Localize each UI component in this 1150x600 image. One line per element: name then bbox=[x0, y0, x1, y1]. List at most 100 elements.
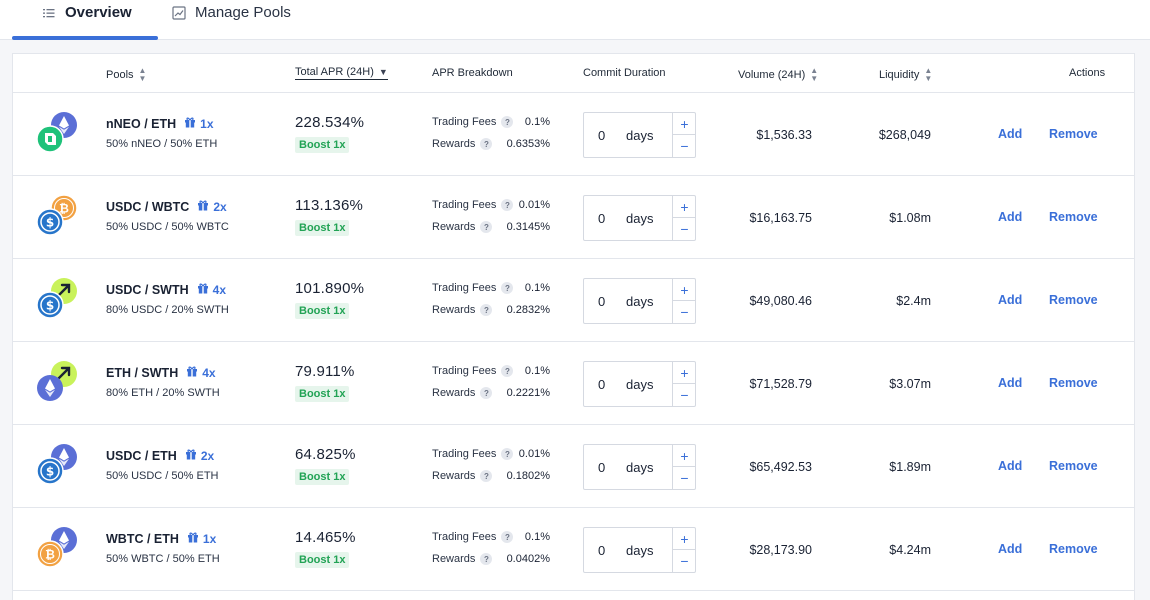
list-icon bbox=[42, 6, 56, 20]
pool-token-icons: $ bbox=[36, 278, 78, 321]
commit-days-input[interactable]: 0 bbox=[598, 377, 606, 392]
tab-overview[interactable]: Overview bbox=[42, 0, 132, 40]
pool-token-icons: ₿ bbox=[36, 527, 78, 570]
svg-text:$: $ bbox=[46, 465, 54, 479]
gift-icon bbox=[187, 531, 203, 546]
pool-weights: 50% nNEO / 50% ETH bbox=[106, 138, 218, 150]
boost-badge: Boost 1x bbox=[295, 220, 350, 236]
pool-token-icons bbox=[36, 112, 78, 155]
rewards-label: Rewards ? bbox=[432, 138, 493, 150]
commit-duration-stepper[interactable]: 0 days + − bbox=[583, 112, 696, 158]
gift-icon bbox=[184, 116, 200, 131]
increment-button[interactable]: + bbox=[672, 279, 696, 301]
remove-button[interactable]: Remove bbox=[1049, 210, 1098, 224]
help-icon[interactable]: ? bbox=[480, 470, 493, 482]
help-icon[interactable]: ? bbox=[480, 387, 493, 399]
header-liquidity[interactable]: Liquidity ▲ ▼ bbox=[879, 66, 933, 83]
header-total-apr[interactable]: Total APR (24H) ▼ bbox=[295, 66, 388, 80]
add-button[interactable]: Add bbox=[998, 376, 1023, 390]
total-apr-value: 64.825% bbox=[295, 446, 356, 463]
commit-duration-stepper[interactable]: 0 days + − bbox=[583, 361, 696, 407]
days-unit: days bbox=[626, 377, 654, 392]
liquidity-value: $4.24m bbox=[889, 543, 931, 557]
add-button[interactable]: Add bbox=[998, 210, 1023, 224]
tab-manage-pools[interactable]: Manage Pools bbox=[172, 0, 291, 40]
remove-button[interactable]: Remove bbox=[1049, 127, 1098, 141]
increment-button[interactable]: + bbox=[672, 196, 696, 218]
days-unit: days bbox=[626, 460, 654, 475]
decrement-button[interactable]: − bbox=[672, 550, 696, 572]
commit-days-input[interactable]: 0 bbox=[598, 460, 606, 475]
help-icon[interactable]: ? bbox=[501, 282, 514, 294]
total-apr-value: 79.911% bbox=[295, 363, 355, 380]
help-icon[interactable]: ? bbox=[501, 365, 514, 377]
commit-days-input[interactable]: 0 bbox=[598, 128, 606, 143]
help-icon[interactable]: ? bbox=[501, 531, 514, 543]
commit-duration-stepper[interactable]: 0 days + − bbox=[583, 444, 696, 490]
reward-multiplier: 4x bbox=[186, 365, 216, 380]
increment-button[interactable]: + bbox=[672, 528, 696, 550]
pools-table: Pools ▲ ▼ Total APR (24H) ▼ APR Breakdown… bbox=[12, 53, 1135, 600]
add-button[interactable]: Add bbox=[998, 459, 1023, 473]
increment-button[interactable]: + bbox=[672, 362, 696, 384]
commit-duration-stepper[interactable]: 0 days + − bbox=[583, 278, 696, 324]
remove-button[interactable]: Remove bbox=[1049, 542, 1098, 556]
remove-button[interactable]: Remove bbox=[1049, 376, 1098, 390]
trading-fees-label: Trading Fees ? bbox=[432, 448, 514, 460]
svg-text:₿: ₿ bbox=[59, 202, 69, 216]
total-apr-value: 113.136% bbox=[295, 197, 364, 214]
rewards-label: Rewards ? bbox=[432, 221, 493, 233]
commit-duration-stepper[interactable]: 0 days + − bbox=[583, 195, 696, 241]
header-volume[interactable]: Volume (24H) ▲ ▼ bbox=[738, 66, 819, 83]
help-icon[interactable]: ? bbox=[501, 448, 514, 460]
volume-value: $65,492.53 bbox=[749, 460, 812, 474]
commit-days-input[interactable]: 0 bbox=[598, 294, 606, 309]
table-header: Pools ▲ ▼ Total APR (24H) ▼ APR Breakdown… bbox=[13, 54, 1134, 93]
trading-fees-label: Trading Fees ? bbox=[432, 116, 514, 128]
help-icon[interactable]: ? bbox=[501, 116, 514, 128]
add-button[interactable]: Add bbox=[998, 542, 1023, 556]
days-unit: days bbox=[626, 543, 654, 558]
increment-button[interactable]: + bbox=[672, 113, 696, 135]
boost-badge: Boost 1x bbox=[295, 137, 350, 153]
trading-fees-label: Trading Fees ? bbox=[432, 365, 514, 377]
decrement-button[interactable]: − bbox=[672, 135, 696, 157]
reward-multiplier: 4x bbox=[197, 282, 226, 297]
liquidity-value: $268,049 bbox=[878, 128, 931, 142]
svg-text:$: $ bbox=[46, 216, 54, 230]
liquidity-value: $3.07m bbox=[889, 377, 931, 391]
help-icon[interactable]: ? bbox=[480, 138, 493, 150]
header-apr-breakdown: APR Breakdown bbox=[432, 67, 513, 79]
gift-icon bbox=[186, 365, 202, 380]
remove-button[interactable]: Remove bbox=[1049, 293, 1098, 307]
commit-days-input[interactable]: 0 bbox=[598, 543, 606, 558]
commit-duration-stepper[interactable]: 0 days + − bbox=[583, 527, 696, 573]
decrement-button[interactable]: − bbox=[672, 467, 696, 489]
header-pools[interactable]: Pools ▲ ▼ bbox=[106, 66, 147, 83]
help-icon[interactable]: ? bbox=[480, 221, 493, 233]
volume-value: $49,080.46 bbox=[749, 294, 812, 308]
trading-fees-label: Trading Fees ? bbox=[432, 199, 514, 211]
decrement-button[interactable]: − bbox=[672, 218, 696, 240]
commit-days-input[interactable]: 0 bbox=[598, 211, 606, 226]
add-button[interactable]: Add bbox=[998, 293, 1023, 307]
reward-multiplier: 1x bbox=[187, 531, 216, 546]
add-button[interactable]: Add bbox=[998, 127, 1023, 141]
help-icon[interactable]: ? bbox=[480, 304, 493, 316]
pool-name: USDC / WBTC 2x bbox=[106, 199, 227, 214]
rewards-value: 0.2832% bbox=[506, 304, 550, 316]
rewards-value: 0.1802% bbox=[506, 470, 550, 482]
boost-badge: Boost 1x bbox=[295, 303, 350, 319]
trading-fees-value: 0.1% bbox=[524, 531, 550, 543]
volume-value: $71,528.79 bbox=[749, 377, 812, 391]
increment-button[interactable]: + bbox=[672, 445, 696, 467]
days-unit: days bbox=[626, 128, 654, 143]
gift-icon bbox=[197, 282, 213, 297]
liquidity-value: $1.08m bbox=[889, 211, 931, 225]
help-icon[interactable]: ? bbox=[480, 553, 493, 565]
remove-button[interactable]: Remove bbox=[1049, 459, 1098, 473]
svg-text:$: $ bbox=[46, 299, 54, 313]
decrement-button[interactable]: − bbox=[672, 384, 696, 406]
help-icon[interactable]: ? bbox=[501, 199, 514, 211]
decrement-button[interactable]: − bbox=[672, 301, 696, 323]
